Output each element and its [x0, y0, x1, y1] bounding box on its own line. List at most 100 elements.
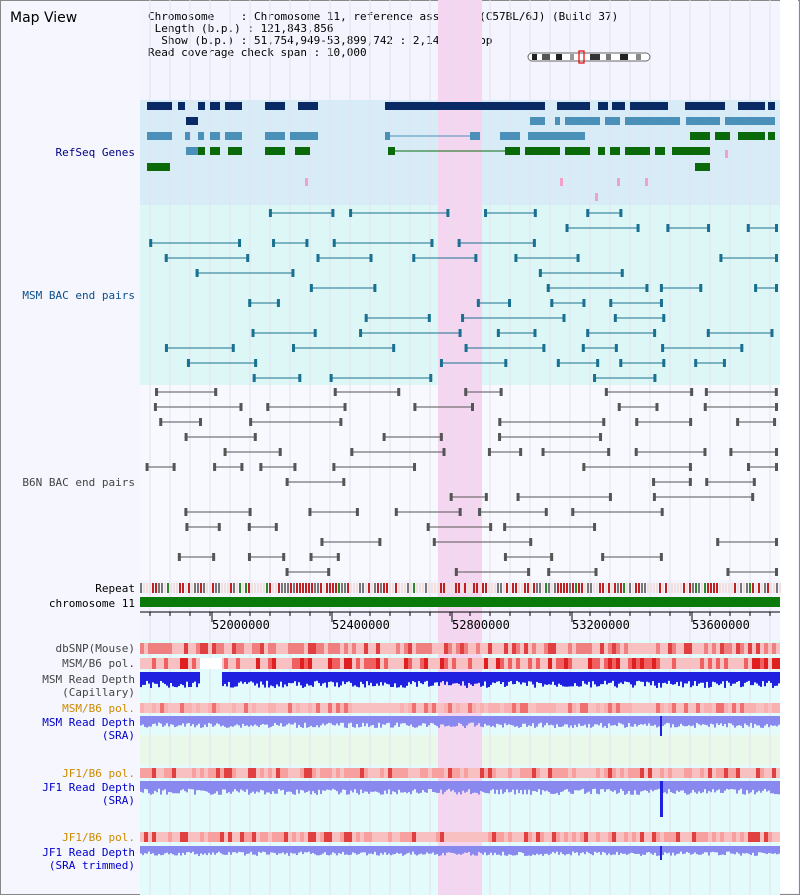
read-depth-bar: [702, 716, 704, 725]
polymorphism-strip: [312, 768, 316, 778]
refseq-genes-label: RefSeq Genes: [55, 146, 135, 159]
bac-end: [247, 553, 251, 561]
polymorphism-strip: [340, 832, 344, 842]
read-depth-bar: [272, 672, 274, 687]
polymorphism-strip: [604, 703, 608, 713]
gene-exon: [630, 102, 668, 110]
repeat-feature: [710, 583, 712, 593]
polymorphism-strip: [348, 703, 352, 713]
read-depth-bar: [254, 672, 256, 686]
polymorphism-strip: [332, 768, 336, 778]
bac-end: [660, 508, 664, 516]
read-depth-bar: [490, 672, 492, 685]
jf1-depth-trim-label-1: JF1 Read Depth: [42, 846, 135, 859]
read-depth-bar: [404, 781, 406, 792]
read-depth-bar: [618, 672, 620, 684]
polymorphism-strip: [520, 643, 524, 654]
read-depth-bar: [382, 846, 384, 855]
read-depth-bar: [450, 672, 452, 686]
read-depth-bar: [620, 716, 622, 724]
read-depth-bar: [760, 781, 762, 793]
polymorphism-strip: [348, 832, 352, 842]
read-depth-bar: [618, 846, 620, 855]
polymorphism-strip: [320, 703, 324, 713]
read-depth-bar: [534, 781, 536, 792]
polymorphism-strip: [636, 658, 640, 669]
repeat-feature: [761, 583, 763, 593]
msm-bac-label: MSM BAC end pairs: [22, 289, 135, 302]
read-depth-bar: [228, 781, 230, 793]
gene-exon: [186, 117, 198, 125]
read-depth-bar: [216, 781, 218, 792]
read-depth-bar: [676, 672, 678, 683]
read-depth-bar: [514, 716, 516, 727]
read-depth-bar: [710, 781, 712, 793]
read-depth-bar: [172, 846, 174, 855]
polymorphism-strip: [252, 768, 256, 778]
polymorphism-strip: [268, 658, 272, 669]
repeat-feature: [650, 583, 652, 593]
polymorphism-strip: [304, 658, 308, 669]
polymorphism-strip: [688, 643, 692, 654]
polymorphism-strip: [156, 643, 160, 654]
read-depth-bar: [324, 716, 326, 726]
read-depth-bar: [498, 716, 500, 725]
read-depth-bar: [716, 781, 718, 791]
gene-exon: [555, 117, 560, 125]
polymorphism-strip: [232, 658, 236, 669]
read-depth-bar: [294, 846, 296, 854]
read-depth-bar: [632, 781, 634, 795]
read-depth-bar: [476, 672, 478, 684]
read-depth-bar: [382, 716, 384, 725]
bac-end: [184, 433, 188, 441]
repeat-feature: [497, 583, 499, 593]
polymorphism-strip: [324, 658, 328, 669]
bac-end: [240, 463, 244, 471]
polymorphism-strip: [632, 832, 636, 842]
read-depth-bar: [686, 846, 688, 852]
bac-end: [619, 209, 623, 217]
bac-end: [533, 209, 537, 217]
bac-end: [248, 508, 252, 516]
polymorphism-strip: [576, 658, 580, 669]
read-depth-bar: [712, 781, 714, 790]
polymorphism-strip: [304, 703, 308, 713]
polymorphism-strip: [748, 703, 752, 713]
read-depth-bar: [722, 716, 724, 726]
bac-end: [276, 299, 280, 307]
read-depth-bar: [148, 716, 150, 727]
read-depth-bar: [628, 781, 630, 791]
read-depth-bar: [344, 716, 346, 728]
read-depth-bar: [442, 846, 444, 853]
polymorphism-strip: [484, 832, 488, 842]
read-depth-bar: [436, 846, 438, 855]
polymorphism-strip: [700, 703, 704, 713]
read-depth-bar: [466, 716, 468, 726]
polymorphism-strip: [476, 643, 480, 654]
read-depth-bar: [738, 781, 740, 791]
read-depth-bar: [630, 672, 632, 685]
read-depth-bar: [494, 716, 496, 728]
polymorphism-strip: [544, 832, 548, 842]
polymorphism-strip: [712, 768, 716, 778]
polymorphism-strip: [436, 832, 440, 842]
polymorphism-strip: [284, 703, 288, 713]
repeat-feature: [359, 583, 361, 593]
read-depth-bar: [146, 672, 148, 681]
polymorphism-strip: [632, 703, 636, 713]
read-depth-bar: [158, 781, 160, 789]
repeat-feature: [500, 583, 502, 593]
read-depth-bar: [530, 716, 532, 727]
polymorphism-strip: [332, 658, 336, 669]
right-margin: [780, 0, 798, 893]
read-depth-bar: [772, 672, 774, 688]
read-depth-bar: [690, 781, 692, 793]
read-depth-bar: [674, 672, 676, 685]
polymorphism-strip: [284, 643, 288, 654]
bac-end: [661, 344, 665, 352]
polymorphism-strip: [548, 658, 552, 669]
read-depth-bar: [160, 716, 162, 724]
read-depth-bar: [410, 672, 412, 685]
coverage-label: Read coverage check span: [148, 46, 307, 59]
